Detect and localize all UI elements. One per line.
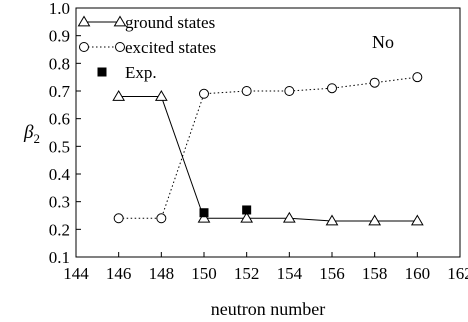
data-point-circle (115, 42, 125, 52)
data-point-circle (369, 77, 380, 88)
data-point-circle (412, 72, 423, 83)
y-tick-label: 1.0 (49, 0, 70, 18)
data-point-triangle (197, 211, 211, 223)
y-axis-label: β2 (23, 122, 40, 146)
data-point-triangle (154, 90, 168, 101)
data-point-circle (241, 86, 252, 96)
data-point-circle (79, 42, 89, 52)
y-tick-label: 0.7 (49, 82, 71, 101)
x-tick-label: 158 (362, 264, 388, 283)
legend-entry: excited states (79, 38, 216, 57)
x-tick-label: 156 (319, 264, 345, 283)
legend-label: Exp. (125, 63, 157, 82)
data-point-square (242, 205, 252, 215)
data-point-triangle (240, 211, 254, 223)
x-tick-label: 152 (234, 264, 260, 283)
y-axis-ticks: 0.1 0.2 0.3 0.4 0.5 0.6 0.7 0.8 0.9 1.0 (49, 0, 81, 267)
data-point-triangle (325, 214, 339, 226)
y-tick-label: 0.8 (49, 54, 70, 73)
nucleus-annotation: No (372, 32, 394, 52)
legend-label: ground states (125, 13, 215, 32)
y-tick-label: 0.1 (49, 248, 70, 267)
plot-frame (75, 7, 461, 258)
data-point-square (97, 67, 107, 77)
y-tick-label: 0.2 (49, 220, 70, 239)
x-tick-label: 162 (447, 264, 468, 283)
data-point-triangle (368, 214, 382, 226)
y-tick-label: 0.9 (49, 27, 70, 46)
legend-entry: ground states (77, 13, 215, 32)
x-tick-label: 146 (106, 264, 132, 283)
x-tick-label: 160 (405, 264, 431, 283)
data-point-square (199, 208, 209, 218)
y-axis-label-subscript: 2 (33, 131, 40, 146)
series-line (118, 76, 418, 219)
data-point-triangle (282, 211, 296, 223)
x-tick-label: 144 (63, 264, 89, 283)
x-tick-label: 154 (277, 264, 303, 283)
legend: ground states excited states Exp. (77, 13, 216, 82)
data-point-triangle (112, 90, 126, 101)
y-tick-label: 0.4 (49, 165, 71, 184)
series-line (118, 96, 418, 222)
x-tick-label: 148 (149, 264, 175, 283)
data-point-circle (156, 213, 167, 224)
y-axis-label-symbol: β (23, 122, 34, 143)
legend-entry: Exp. (97, 63, 157, 82)
data-point-circle (327, 83, 337, 94)
series-square-filled (199, 205, 252, 218)
x-axis-ticks: 144 146 148 150 152 154 156 158 160 162 (63, 252, 468, 283)
y-tick-label: 0.5 (49, 137, 70, 156)
y-tick-label: 0.6 (49, 110, 70, 129)
data-point-triangle (410, 214, 424, 226)
data-point-triangle (113, 15, 127, 27)
series-triangle-open (112, 90, 424, 226)
series-circle-open (113, 72, 423, 224)
data-point-circle (284, 86, 295, 96)
data-point-triangle (77, 15, 91, 27)
y-tick-label: 0.3 (49, 193, 70, 212)
legend-label: excited states (125, 38, 216, 57)
x-axis-label: neutron number (211, 299, 325, 319)
data-point-circle (199, 88, 209, 99)
series-layer (112, 72, 424, 226)
data-point-circle (113, 213, 124, 224)
x-tick-label: 150 (191, 264, 217, 283)
